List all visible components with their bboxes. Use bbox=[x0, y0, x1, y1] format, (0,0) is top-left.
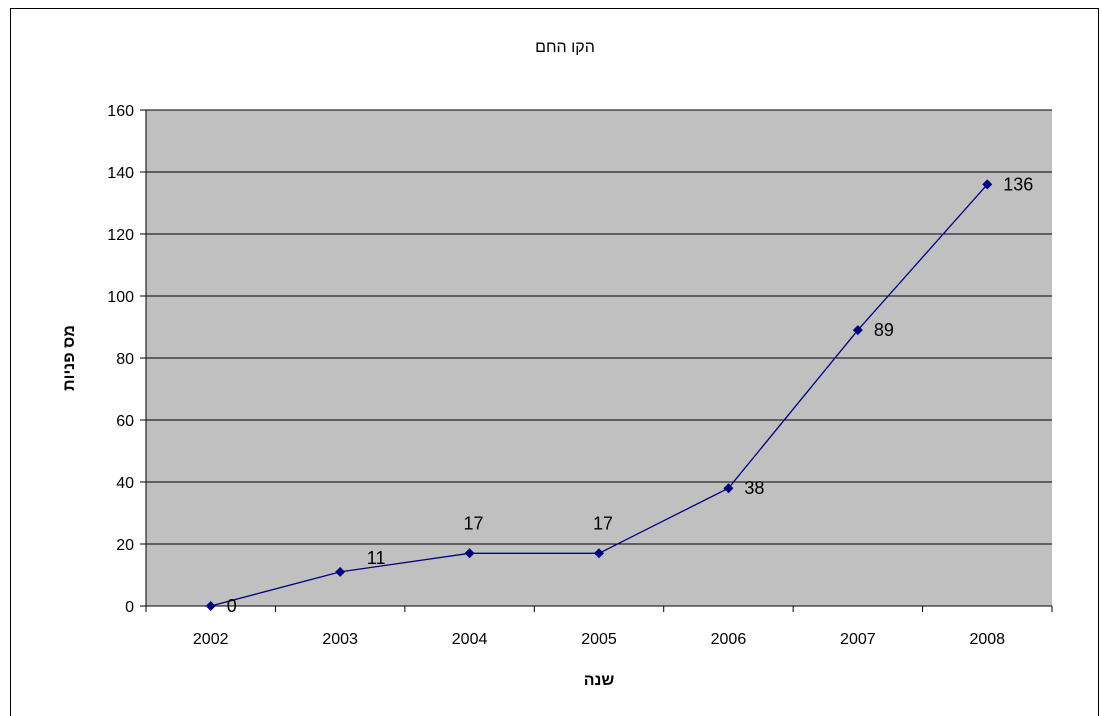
series-group: 0 11 17 17 38 89 136 bbox=[205, 174, 1033, 616]
y-axis-label: מס פניות bbox=[61, 325, 78, 391]
x-tick-label: 2008 bbox=[969, 631, 1005, 648]
x-tick-label: 2007 bbox=[840, 631, 876, 648]
data-label: 17 bbox=[464, 513, 484, 533]
chart-title: הקו החם bbox=[535, 39, 595, 56]
data-label: 17 bbox=[593, 513, 613, 533]
y-tick-label: 80 bbox=[116, 351, 134, 368]
data-label: 38 bbox=[744, 478, 764, 498]
x-tick-label: 2006 bbox=[711, 631, 747, 648]
x-tick-label: 2004 bbox=[452, 631, 488, 648]
data-label: 136 bbox=[1003, 174, 1033, 194]
data-point bbox=[205, 601, 216, 611]
y-tick-label: 100 bbox=[107, 289, 134, 306]
y-tick-label: 60 bbox=[116, 413, 134, 430]
data-point bbox=[335, 566, 346, 577]
data-point bbox=[594, 548, 604, 559]
y-tick-label: 40 bbox=[116, 475, 134, 492]
y-tick-label: 0 bbox=[125, 599, 134, 616]
axes: 0 20 40 60 80 100 120 140 160 2002 2003 2004 2005 200… bbox=[107, 103, 1053, 648]
y-tick-label: 20 bbox=[116, 537, 134, 554]
data-label: 11 bbox=[367, 548, 386, 568]
data-label: 0 bbox=[227, 596, 237, 616]
y-tick-label: 120 bbox=[107, 227, 134, 244]
x-tick-label: 2002 bbox=[193, 631, 229, 648]
data-label: 89 bbox=[874, 320, 894, 340]
data-point bbox=[982, 179, 993, 190]
x-tick-label: 2005 bbox=[581, 631, 617, 648]
gridlines bbox=[146, 109, 1052, 545]
data-point bbox=[464, 548, 475, 559]
y-tick-label: 140 bbox=[107, 165, 134, 182]
data-point bbox=[723, 483, 734, 494]
data-point bbox=[852, 325, 863, 336]
x-axis-label: שנה bbox=[584, 672, 615, 689]
y-tick-label: 160 bbox=[107, 103, 134, 120]
x-tick-label: 2003 bbox=[322, 631, 358, 648]
